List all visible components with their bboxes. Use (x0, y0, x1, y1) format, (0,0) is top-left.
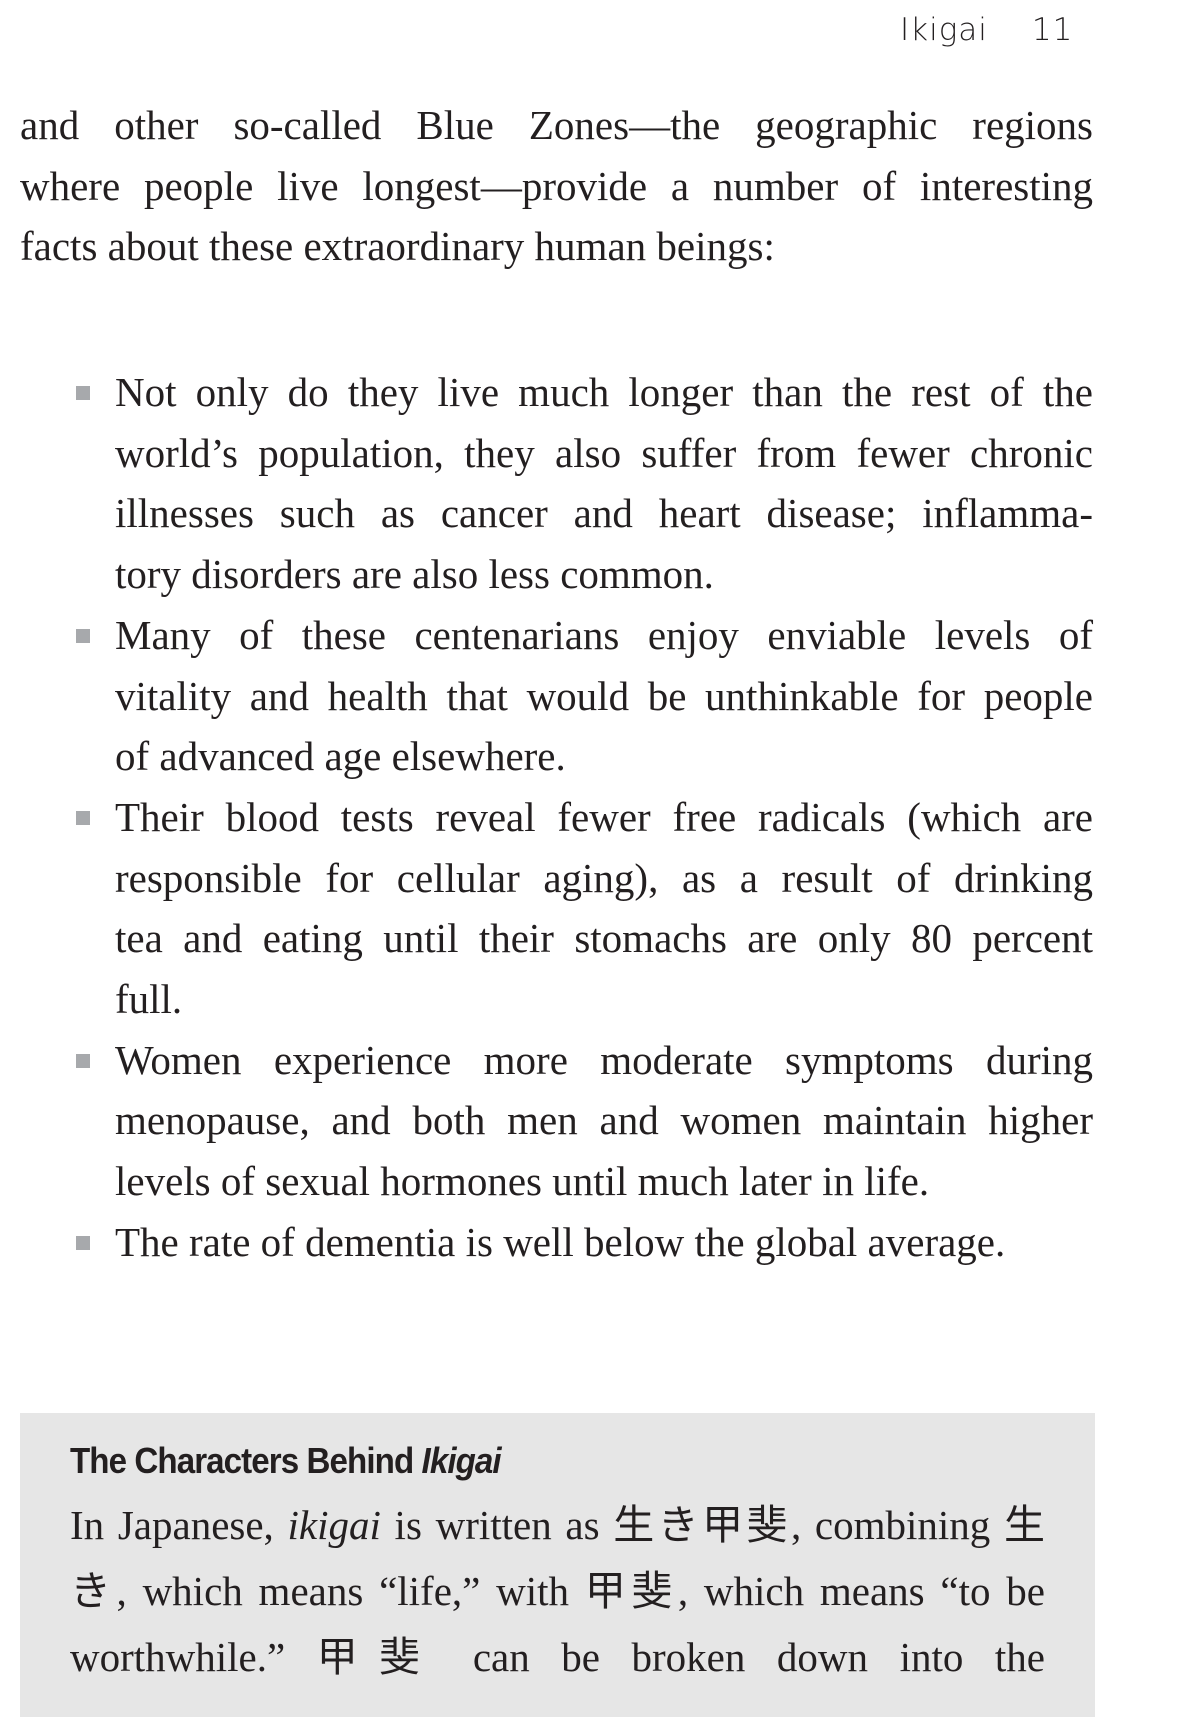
italic-term: ikigai (287, 1502, 381, 1548)
text-line: and other so-called Blue Zones—the geogr… (20, 102, 1093, 148)
page-number: 11 (1031, 12, 1074, 48)
text-line: tea and eating until their stomachs are … (115, 915, 1093, 962)
text-line: Not only do they live much longer than t… (115, 369, 1093, 415)
text-line: Women experience more moderate symptoms … (115, 1036, 1093, 1083)
bullet-square-icon (76, 1053, 90, 1068)
title-regular: The Characters Behind (70, 1440, 422, 1481)
text-line: responsible for cellular aging), as a re… (115, 854, 1093, 901)
running-head-title: Ikigai (900, 12, 988, 48)
sidebar-box-title: The Characters Behind Ikigai (70, 1440, 502, 1482)
text-line: illnesses such as cancer and heart disea… (115, 490, 1093, 537)
text-line: where people live longest—provide a numb… (20, 162, 1093, 209)
text-line: world’s population, they also suffer fro… (115, 429, 1093, 476)
text-line: Many of these centenarians enjoy enviabl… (115, 611, 1093, 658)
text-line: The rate of dementia is well below the g… (115, 1218, 1006, 1265)
sidebar-box-line: worthwhile.” 甲斐 can be broken down into … (70, 1634, 1045, 1680)
bullet-square-icon (76, 1235, 90, 1250)
text-run: is written as 生き甲斐, combining 生 (380, 1502, 1045, 1548)
text-line: of advanced age elsewhere. (115, 733, 566, 780)
text-line: facts about these extraordinary human be… (20, 223, 775, 270)
text-line: Their blood tests reveal fewer free radi… (115, 793, 1093, 840)
text-line: full. (115, 976, 183, 1022)
text-run: In Japanese, (70, 1502, 288, 1548)
bullet-square-icon (76, 386, 90, 400)
bullet-square-icon (76, 810, 90, 825)
text-line: tory disorders are also less common. (115, 551, 714, 598)
sidebar-box (20, 1413, 1095, 1717)
title-italic: Ikigai (421, 1440, 502, 1481)
running-head: Ikigai 11 (900, 12, 1073, 48)
text-line: vitality and health that would be unthin… (115, 672, 1093, 719)
sidebar-box-line: き, which means “life,” with 甲斐, which me… (70, 1568, 1045, 1614)
sidebar-box-line: In Japanese, ikigai is written as 生き甲斐, … (70, 1500, 1045, 1550)
text-line: menopause, and both men and women mainta… (115, 1097, 1093, 1144)
text-line: levels of sexual hormones until much lat… (115, 1158, 930, 1205)
bullet-square-icon (76, 628, 90, 643)
